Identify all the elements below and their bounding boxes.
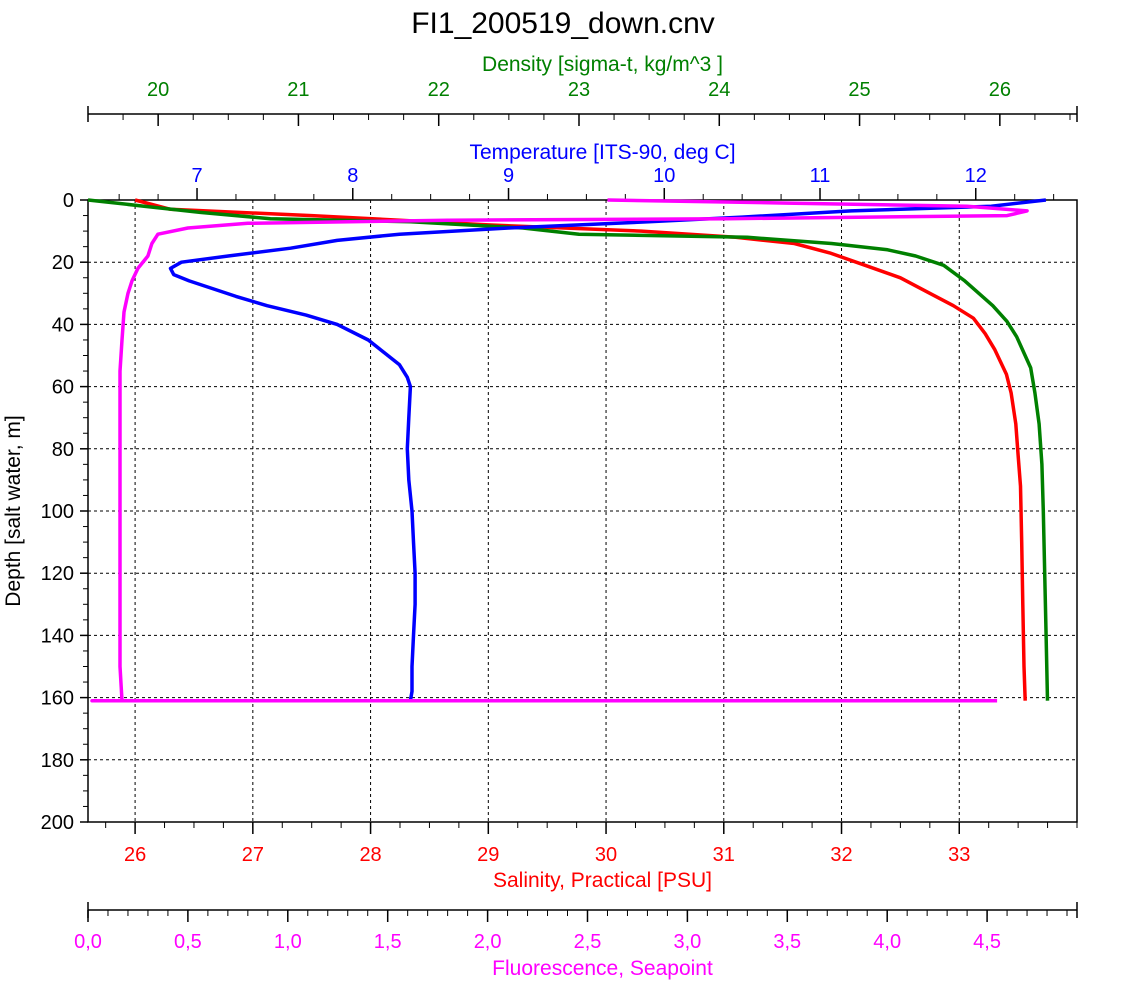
density-tick-label: 21 [287, 79, 309, 101]
temperature-axis-label: Temperature [ITS-90, deg C] [469, 141, 735, 164]
fluorescence-tick-label: 2,5 [574, 931, 602, 953]
salinity-tick-label: 28 [359, 844, 381, 866]
fluorescence-tick-label: 3,0 [673, 931, 701, 953]
density-axis-label: Density [sigma-t, kg/m^3 ] [482, 53, 723, 76]
grid [88, 200, 1077, 822]
y-tick-label: 120 [41, 563, 74, 585]
fluorescence-tick-label: 2,0 [474, 931, 502, 953]
density-tick-label: 24 [708, 79, 730, 101]
fluorescence-tick-label: 0,0 [74, 931, 102, 953]
fluorescence-tick-label: 4,0 [873, 931, 901, 953]
y-tick-label: 80 [52, 439, 74, 461]
temperature-tick-label: 7 [191, 165, 202, 187]
salinity-tick-label: 29 [477, 844, 499, 866]
y-tick-label: 140 [41, 625, 74, 647]
y-tick-label: 100 [41, 501, 74, 523]
salinity-tick-label: 26 [124, 844, 146, 866]
temperature-tick-label: 10 [653, 165, 675, 187]
y-tick-label: 200 [41, 812, 74, 834]
y-tick-label: 0 [63, 190, 74, 212]
fluorescence-profile-line [90, 198, 1029, 703]
temperature-tick-label: 9 [503, 165, 514, 187]
y-tick-label: 40 [52, 314, 74, 336]
salinity-tick-label: 31 [713, 844, 735, 866]
density-tick-label: 22 [428, 79, 450, 101]
fluorescence-tick-label: 3,5 [773, 931, 801, 953]
salinity-tick-label: 32 [830, 844, 852, 866]
y-tick-label: 20 [52, 252, 74, 274]
salinity-tick-label: 33 [948, 844, 970, 866]
fluorescence-axis-label: Fluorescence, Seapoint [492, 957, 713, 980]
salinity-profile-line [134, 198, 1027, 701]
density-tick-label: 23 [568, 79, 590, 101]
y-tick-label: 160 [41, 688, 74, 710]
density-tick-label: 25 [848, 79, 870, 101]
fluorescence-tick-label: 1,5 [374, 931, 402, 953]
axes: 0 20 40 60 80 100 120 140 160 180 200 20 21 22 23 24 25 2… [41, 53, 1078, 980]
temperature-tick-label: 8 [347, 165, 358, 187]
salinity-tick-label: 30 [595, 844, 617, 866]
density-tick-label: 26 [989, 79, 1011, 101]
fluorescence-tick-label: 4,5 [973, 931, 1001, 953]
series [87, 198, 1050, 703]
y-axis-label: Depth [salt water, m] [2, 415, 25, 606]
chart-title: FI1_200519_down.cnv [411, 7, 715, 40]
salinity-tick-label: 27 [242, 844, 264, 866]
temperature-tick-label: 12 [965, 165, 987, 187]
density-tick-label: 20 [147, 79, 169, 101]
fluorescence-tick-label: 0,5 [174, 931, 202, 953]
fluorescence-tick-label: 1,0 [274, 931, 302, 953]
temperature-profile-line [168, 198, 1047, 701]
y-tick-label: 180 [41, 750, 74, 772]
density-profile-line [87, 198, 1050, 701]
temperature-tick-label: 11 [810, 165, 831, 187]
salinity-axis-label: Salinity, Practical [PSU] [493, 869, 712, 892]
y-tick-label: 60 [52, 377, 74, 399]
